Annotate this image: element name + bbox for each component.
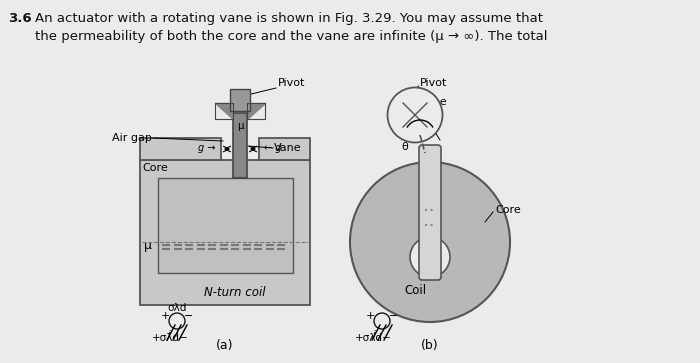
Bar xyxy=(158,178,293,273)
Text: Pivot: Pivot xyxy=(420,78,447,88)
Text: i: i xyxy=(167,330,170,340)
Circle shape xyxy=(350,162,510,322)
Polygon shape xyxy=(247,103,265,119)
Text: −: − xyxy=(389,311,399,321)
Text: σλd: σλd xyxy=(167,303,187,313)
Text: Core: Core xyxy=(495,205,521,215)
Text: An actuator with a rotating vane is shown in Fig. 3.29. You may assume that: An actuator with a rotating vane is show… xyxy=(35,12,543,25)
Text: Pivot: Pivot xyxy=(278,78,305,88)
Bar xyxy=(140,160,310,305)
Bar xyxy=(140,138,221,160)
Text: g →: g → xyxy=(199,143,216,153)
Text: μ: μ xyxy=(237,121,244,131)
Text: Air gap: Air gap xyxy=(112,133,152,143)
Text: (a): (a) xyxy=(216,339,234,351)
Text: +σλd−: +σλd− xyxy=(152,333,189,343)
Ellipse shape xyxy=(388,87,442,143)
Text: Coil: Coil xyxy=(404,284,426,297)
Text: Vane: Vane xyxy=(274,143,302,153)
Text: the permeability of both the core and the vane are infinite (μ → ∞). The total: the permeability of both the core and th… xyxy=(35,30,547,43)
Text: (b): (b) xyxy=(421,339,439,351)
Bar xyxy=(233,113,247,178)
Text: ← g: ← g xyxy=(264,143,281,153)
Bar xyxy=(259,138,310,160)
Text: Vane: Vane xyxy=(420,97,447,107)
Text: μ: μ xyxy=(144,238,152,252)
Text: +σλd−: +σλd− xyxy=(355,333,392,343)
Text: +: + xyxy=(160,311,169,321)
Text: N-turn coil: N-turn coil xyxy=(204,286,266,298)
Text: i: i xyxy=(372,330,375,340)
Text: θ: θ xyxy=(402,142,408,152)
Polygon shape xyxy=(215,103,233,119)
Circle shape xyxy=(410,237,450,277)
Bar xyxy=(230,89,250,111)
Text: 3.6: 3.6 xyxy=(8,12,32,25)
Text: −: − xyxy=(184,311,194,321)
Text: +: + xyxy=(365,311,375,321)
FancyBboxPatch shape xyxy=(419,145,441,280)
Text: Core: Core xyxy=(142,163,168,173)
